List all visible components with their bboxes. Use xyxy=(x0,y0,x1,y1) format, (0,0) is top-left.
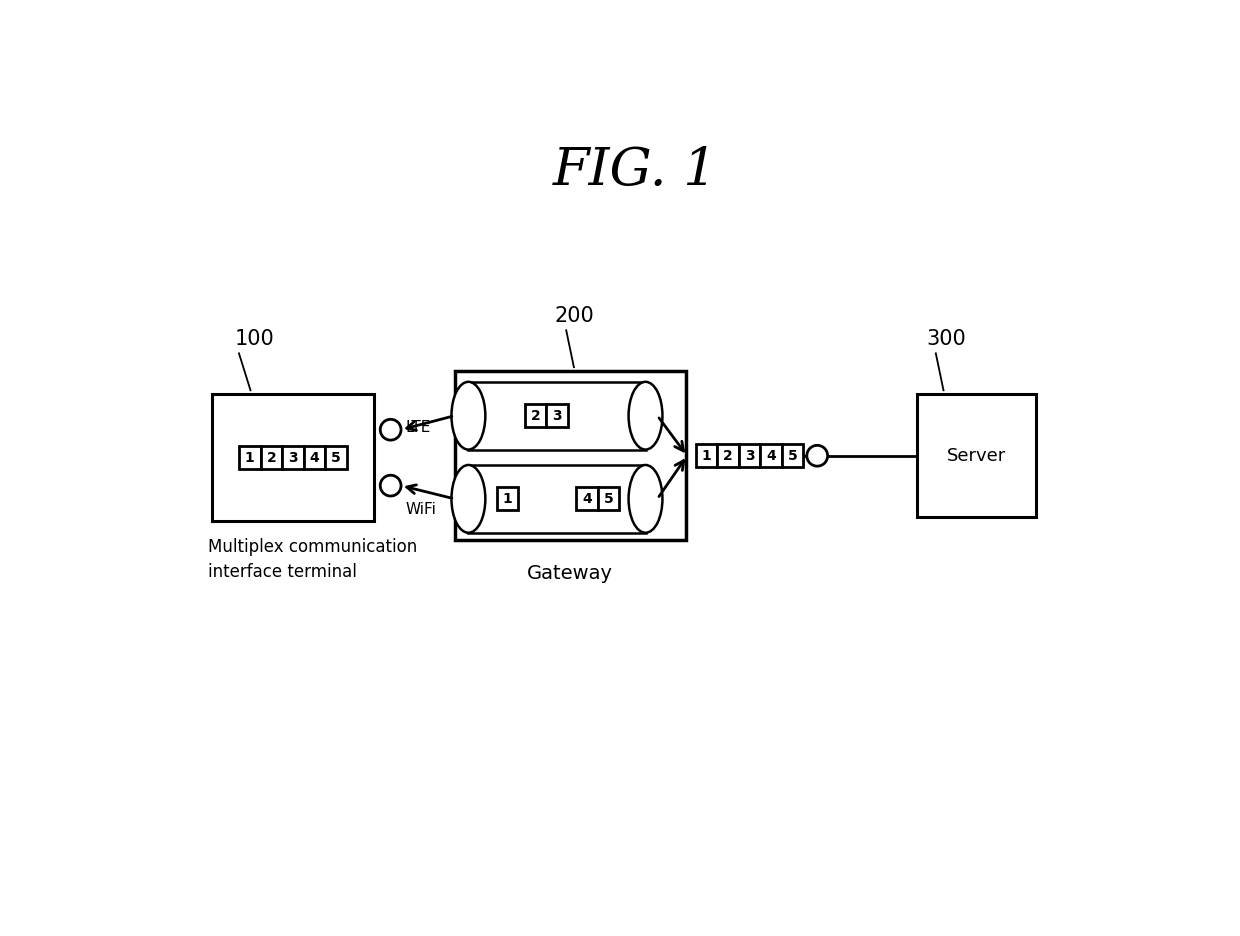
Bar xyxy=(577,488,598,510)
Circle shape xyxy=(381,475,401,496)
Bar xyxy=(696,445,717,467)
Circle shape xyxy=(381,419,401,440)
Text: Gateway: Gateway xyxy=(527,563,613,582)
Text: LTE: LTE xyxy=(405,420,430,435)
Bar xyxy=(281,446,304,469)
Bar xyxy=(760,445,781,467)
Text: Multiplex communication
interface terminal: Multiplex communication interface termin… xyxy=(208,538,418,581)
Bar xyxy=(469,382,646,449)
Text: 1: 1 xyxy=(502,491,512,505)
Bar xyxy=(739,445,760,467)
Bar xyxy=(547,404,568,427)
Bar xyxy=(496,488,518,510)
Bar xyxy=(717,445,739,467)
Text: 4: 4 xyxy=(766,448,776,462)
Bar xyxy=(304,446,325,469)
Text: 2: 2 xyxy=(531,409,541,423)
Text: 4: 4 xyxy=(583,491,591,505)
Text: 3: 3 xyxy=(288,450,298,464)
Bar xyxy=(525,404,547,427)
Bar xyxy=(260,446,281,469)
Text: 1: 1 xyxy=(702,448,712,462)
Ellipse shape xyxy=(451,465,485,533)
Text: 2: 2 xyxy=(723,448,733,462)
Text: 3: 3 xyxy=(745,448,754,462)
Bar xyxy=(469,465,646,533)
Text: 5: 5 xyxy=(787,448,797,462)
Ellipse shape xyxy=(629,465,662,533)
Text: Server: Server xyxy=(946,446,1006,465)
Bar xyxy=(916,394,1035,518)
Text: 200: 200 xyxy=(554,306,594,327)
Text: WiFi: WiFi xyxy=(405,502,436,517)
Text: 3: 3 xyxy=(553,409,562,423)
Bar xyxy=(212,394,373,521)
Text: FIG. 1: FIG. 1 xyxy=(553,145,718,197)
Circle shape xyxy=(807,446,827,466)
Ellipse shape xyxy=(451,382,485,449)
Ellipse shape xyxy=(629,382,662,449)
Bar xyxy=(781,445,804,467)
Text: 2: 2 xyxy=(267,450,277,464)
Text: 5: 5 xyxy=(331,450,341,464)
Bar xyxy=(325,446,347,469)
Bar xyxy=(239,446,260,469)
Bar xyxy=(455,371,686,540)
Text: 4: 4 xyxy=(310,450,319,464)
Text: 300: 300 xyxy=(926,329,966,349)
Text: 100: 100 xyxy=(236,329,275,349)
Text: 1: 1 xyxy=(244,450,254,464)
Bar xyxy=(598,488,620,510)
Text: 5: 5 xyxy=(604,491,614,505)
